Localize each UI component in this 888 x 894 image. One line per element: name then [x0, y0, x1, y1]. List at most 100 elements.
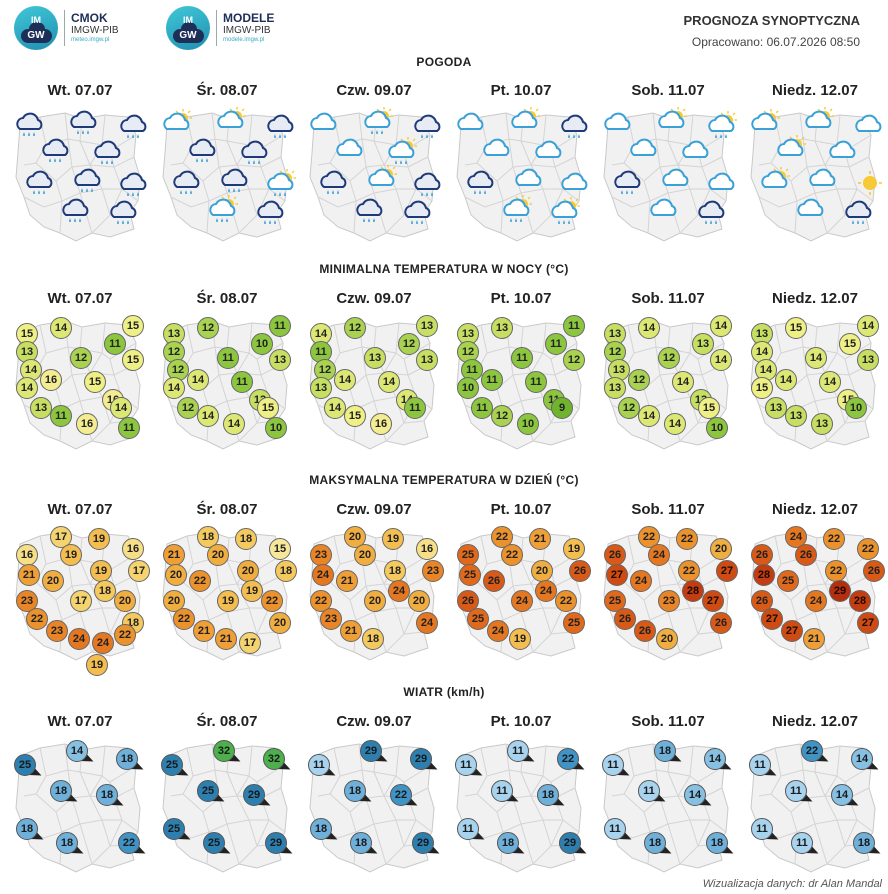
tmin-value-badge: 12 — [197, 317, 219, 339]
tmin-value-badge: 14 — [324, 397, 346, 419]
tmin-value-badge: 10 — [457, 377, 479, 399]
tmax-value-badge: 20 — [269, 612, 291, 634]
tmax-value-badge: 24 — [487, 620, 509, 642]
day-label-tmin: Pt. 10.07 — [490, 290, 552, 307]
map-weather[interactable] — [157, 105, 297, 245]
tmin-value-badge: 15 — [16, 323, 38, 345]
tmin-value-badge: 14 — [819, 371, 841, 393]
map-tmin[interactable]: 14121213111313121414131414151611 — [304, 313, 444, 453]
tmax-value-badge: 18 — [384, 560, 406, 582]
tmin-value-badge: 11 — [50, 405, 72, 427]
map-weather[interactable] — [10, 105, 150, 245]
wind-speed-badge: 18 — [497, 832, 519, 854]
rain-cloud-icon — [118, 169, 152, 197]
day-label-tmax: Sob. 11.07 — [631, 501, 705, 518]
day-label-weather: Śr. 08.07 — [196, 82, 258, 99]
tmax-value-badge: 22 — [823, 528, 845, 550]
map-weather[interactable] — [451, 105, 591, 245]
tmax-value-badge: 22 — [26, 608, 48, 630]
map-tmin[interactable]: 1314131412121413121413131214141510 — [598, 313, 738, 453]
sun-cloud-icon — [509, 107, 543, 135]
tmax-value-badge: 26 — [604, 544, 626, 566]
map-wind[interactable]: 29 29 11 18 22 18 18 29 — [304, 736, 444, 876]
tmin-value-badge: 15 — [698, 397, 720, 419]
wind-speed-badge: 29 — [559, 832, 581, 854]
day-label-tmax: Śr. 08.07 — [196, 501, 258, 518]
tmax-value-badge: 20 — [163, 590, 185, 612]
map-tmax[interactable]: 20 19 16 23 20 18 23 24 21 24 22 20 20 24 23 21 18 — [304, 524, 444, 664]
tmax-value-badge: 26 — [569, 560, 591, 582]
day-label-tmax: Niedz. 12.07 — [772, 501, 858, 518]
map-wind[interactable]: 18 14 11 11 14 11 18 18 — [598, 736, 738, 876]
tmax-value-badge: 19 — [563, 538, 585, 560]
tmax-value-badge: 21 — [336, 570, 358, 592]
logo-org: IMGW-PIB — [223, 25, 271, 36]
map-tmin[interactable]: 1313111112111211111110111112109 — [451, 313, 591, 453]
tmax-value-badge: 23 — [422, 560, 444, 582]
map-tmax[interactable]: 17 19 16 16 19 19 17 21 20 18 23 17 20 18 22 23 24 24 22 19 — [10, 524, 150, 676]
tmin-value-badge: 12 — [177, 397, 199, 419]
rain-cloud-icon — [559, 111, 593, 139]
logo-name: CMOK — [71, 11, 108, 25]
tmax-value-badge: 20 — [237, 560, 259, 582]
tmax-value-badge: 26 — [751, 590, 773, 612]
tmax-value-badge: 24 — [388, 580, 410, 602]
modele-logo[interactable]: IM GW MODELE IMGW-PIB modele.imgw.pl — [166, 6, 274, 50]
tmax-value-badge: 22 — [678, 560, 700, 582]
tmax-value-badge: 19 — [88, 528, 110, 550]
map-weather[interactable] — [598, 105, 738, 245]
cloud-icon — [660, 165, 694, 193]
tmax-value-badge: 22 — [310, 590, 332, 612]
map-tmax[interactable]: 22 21 19 25 22 20 26 25 26 24 26 24 22 25 25 24 19 — [451, 524, 591, 664]
tmax-value-badge: 26 — [614, 608, 636, 630]
map-tmin[interactable]: 1312101112111312141114131214141510 — [157, 313, 297, 453]
rain-cloud-icon — [219, 165, 253, 193]
wind-speed-badge: 14 — [684, 784, 706, 806]
map-wind[interactable]: 11 22 11 11 18 11 18 29 — [451, 736, 591, 876]
rain-cloud-icon — [24, 167, 58, 195]
map-tmax[interactable]: 18 18 15 21 20 20 18 20 22 19 20 19 22 20 22 21 21 17 — [157, 524, 297, 664]
tmax-value-badge: 21 — [340, 620, 362, 642]
tmax-value-badge: 17 — [128, 560, 150, 582]
map-tmax[interactable]: 22 22 20 26 24 22 27 27 24 28 25 23 27 26 26 26 20 — [598, 524, 738, 664]
tmin-value-badge: 11 — [269, 315, 291, 337]
wind-speed-badge: 25 — [203, 832, 225, 854]
rain-cloud-icon — [92, 137, 126, 165]
imgw-logo-icon: IM GW — [14, 6, 58, 50]
tmax-value-badge: 26 — [483, 570, 505, 592]
imgw-logo-icon: IM GW — [166, 6, 210, 50]
tmin-value-badge: 14 — [310, 323, 332, 345]
tmin-value-badge: 12 — [314, 359, 336, 381]
tmin-value-badge: 11 — [104, 333, 126, 355]
tmax-value-badge: 24 — [68, 628, 90, 650]
tmin-value-badge: 14 — [163, 377, 185, 399]
tmin-value-badge: 11 — [563, 315, 585, 337]
partly-cloudy-icon — [161, 109, 195, 137]
sun-rain-icon — [386, 137, 420, 165]
tmax-value-badge: 27 — [781, 620, 803, 642]
tmin-value-badge: 13 — [765, 397, 787, 419]
tmin-value-badge: 14 — [672, 371, 694, 393]
tmax-value-badge: 26 — [751, 544, 773, 566]
wind-speed-badge: 18 — [350, 832, 372, 854]
cloud-icon — [334, 135, 368, 163]
map-tmax[interactable]: 24 22 22 26 26 22 26 28 25 29 26 24 28 27 27 27 21 — [745, 524, 885, 664]
day-label-tmin: Wt. 07.07 — [47, 290, 113, 307]
tmax-value-badge: 25 — [777, 570, 799, 592]
map-wind[interactable]: 14 18 25 18 18 18 18 22 — [10, 736, 150, 876]
tmin-value-badge: 12 — [658, 347, 680, 369]
tmin-value-badge: 16 — [76, 413, 98, 435]
map-tmin[interactable]: 13151514141413141414151513131310 — [745, 313, 885, 453]
wind-speed-badge: 14 — [704, 748, 726, 770]
cmok-logo[interactable]: IM GW CMOK IMGW-PIB meteo.imgw.pl — [14, 6, 119, 50]
wind-speed-badge: 32 — [213, 740, 235, 762]
tmax-value-badge: 20 — [344, 526, 366, 548]
map-wind[interactable]: 22 14 11 11 14 11 11 18 — [745, 736, 885, 876]
tmin-value-badge: 13 — [30, 397, 52, 419]
map-tmin[interactable]: 1514111513121514161514161311161411 — [10, 313, 150, 453]
tmax-value-badge: 17 — [70, 590, 92, 612]
map-weather[interactable] — [304, 105, 444, 245]
map-wind[interactable]: 32 32 25 25 29 25 25 29 — [157, 736, 297, 876]
tmin-value-badge: 13 — [416, 315, 438, 337]
map-weather[interactable] — [745, 105, 885, 245]
